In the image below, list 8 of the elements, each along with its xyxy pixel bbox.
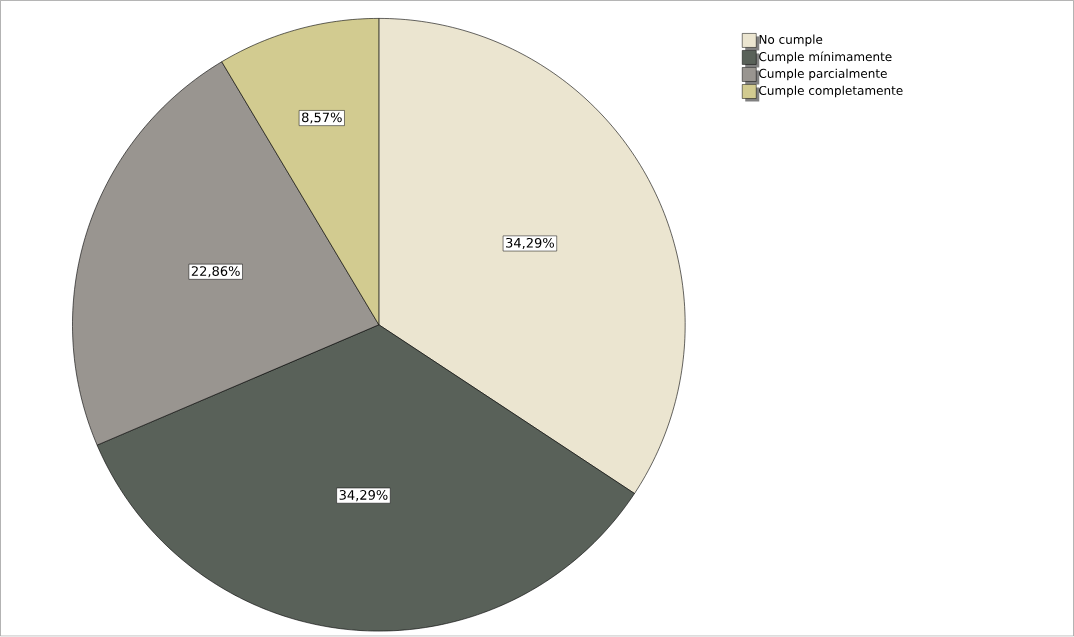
- data-label: 8,57%: [302, 112, 342, 124]
- legend-label: No cumple: [759, 34, 823, 47]
- data-label: 34,29%: [506, 238, 554, 250]
- data-label: 22,86%: [191, 266, 240, 278]
- legend-label: Cumple parcialmente: [759, 68, 887, 81]
- legend-label: Cumple completamente: [759, 85, 903, 98]
- legend-label: Cumple mínimamente: [759, 51, 892, 64]
- data-label: 34,29%: [339, 490, 388, 502]
